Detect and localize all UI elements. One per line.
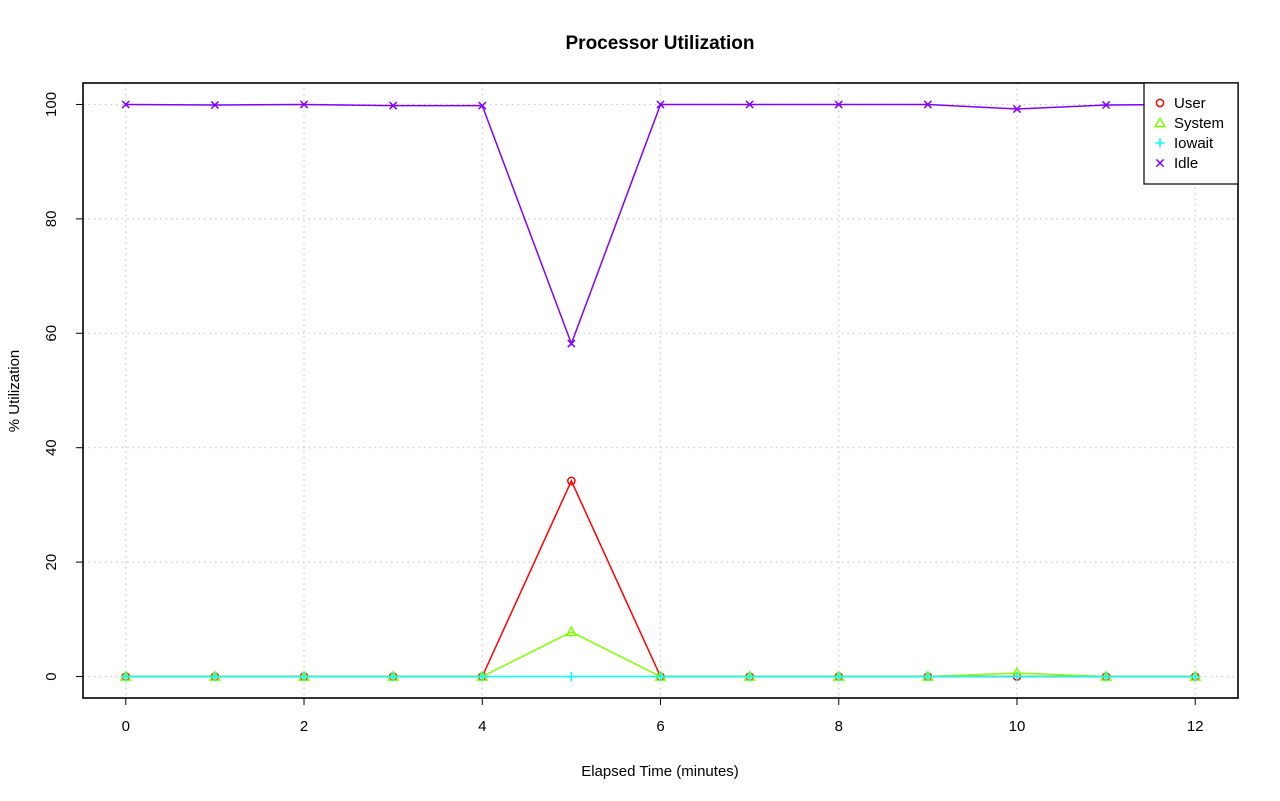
x-tick-label: 12 xyxy=(1187,718,1204,735)
legend-label-system: System xyxy=(1174,115,1224,132)
x-tick-label: 4 xyxy=(478,718,486,735)
series-idle xyxy=(121,100,1200,348)
y-tick-label: 60 xyxy=(43,325,60,342)
y-axis-label: % Utilization xyxy=(6,350,23,433)
data-point-iowait xyxy=(299,671,309,682)
data-point-iowait xyxy=(210,671,220,682)
x-tick-label: 0 xyxy=(122,718,130,735)
data-point-iowait xyxy=(388,671,398,682)
data-point-iowait xyxy=(1101,671,1111,682)
data-point-idle xyxy=(1012,104,1022,114)
data-point-idle xyxy=(567,339,576,348)
data-point-idle xyxy=(478,101,487,110)
y-tick-label: 0 xyxy=(43,672,60,680)
y-tick-label: 100 xyxy=(43,92,60,117)
data-point-idle xyxy=(299,100,309,109)
data-point-iowait xyxy=(833,671,844,682)
legend-marker-iowait xyxy=(1155,138,1165,148)
y-tick-label: 40 xyxy=(43,439,60,456)
axes: 0 2 4 6 8 10 12 0 20 40 60 80 100 xyxy=(43,82,1239,735)
series-layer xyxy=(119,100,1202,682)
data-point-idle xyxy=(121,100,130,109)
data-point-iowait xyxy=(477,671,488,682)
chart-title: Processor Utilization xyxy=(566,33,755,54)
legend-marker-user xyxy=(1155,98,1165,108)
data-point-idle xyxy=(745,100,754,109)
legend-label-iowait: Iowait xyxy=(1174,135,1214,152)
y-tick-label: 20 xyxy=(43,554,60,571)
data-point-iowait xyxy=(566,671,577,682)
data-point-user xyxy=(567,476,576,486)
data-point-idle xyxy=(210,100,220,110)
y-tick-label: 80 xyxy=(43,211,60,228)
x-tick-label: 8 xyxy=(835,718,843,735)
data-point-idle xyxy=(834,100,843,109)
data-point-iowait xyxy=(120,671,131,682)
data-point-idle xyxy=(923,100,932,109)
x-tick-label: 2 xyxy=(300,718,308,735)
x-axis-label: Elapsed Time (minutes) xyxy=(581,763,739,780)
x-tick-label: 10 xyxy=(1009,718,1026,735)
series-line-idle xyxy=(125,103,1196,346)
data-point-iowait xyxy=(1190,671,1201,682)
legend-label-idle: Idle xyxy=(1174,155,1198,172)
data-point-system xyxy=(565,625,578,637)
legend-label-user: User xyxy=(1174,95,1206,112)
x-tick-label: 6 xyxy=(656,718,664,735)
data-point-idle xyxy=(1101,100,1111,110)
legend-marker-idle xyxy=(1155,158,1165,168)
data-point-iowait xyxy=(655,671,666,682)
legend-marker-system xyxy=(1153,116,1167,128)
data-point-idle xyxy=(389,101,398,110)
legend: User System Iowait Idle xyxy=(1143,82,1239,185)
data-point-idle xyxy=(656,100,665,109)
data-point-iowait xyxy=(744,671,755,682)
data-point-iowait xyxy=(1012,671,1022,682)
grid xyxy=(83,83,1238,698)
series-iowait xyxy=(120,671,1201,682)
data-point-iowait xyxy=(923,671,933,682)
